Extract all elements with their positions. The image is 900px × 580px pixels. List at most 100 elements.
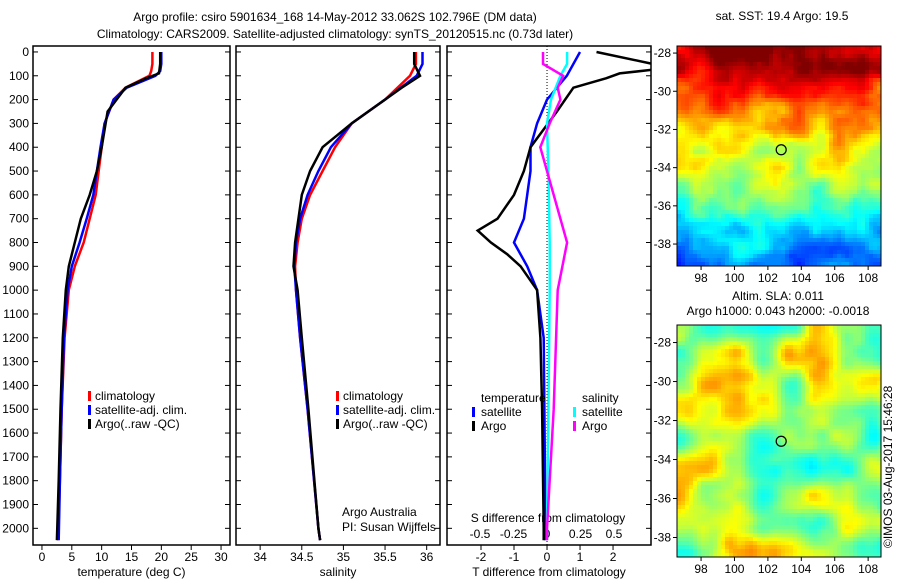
lat-tick-label: -34 xyxy=(654,453,672,467)
y-tick-label: 1600 xyxy=(2,426,29,440)
x-tick-label: -1 xyxy=(509,550,520,564)
x-tick-label: 25 xyxy=(185,550,199,564)
x-tick-label: 2 xyxy=(610,550,617,564)
y-tick-label: 1800 xyxy=(2,474,29,488)
x-tick-label: 30 xyxy=(214,550,228,564)
y-tick-label: 100 xyxy=(9,69,29,83)
sla-map-title-2: Argo h1000: 0.043 h2000: -0.0018 xyxy=(687,304,870,318)
s-tick-label: 0.25 xyxy=(569,527,593,541)
series-line-s-satellite xyxy=(545,52,569,541)
y-tick-label: 2000 xyxy=(2,521,29,535)
y-tick-label: 400 xyxy=(9,140,29,154)
lat-tick-label: -28 xyxy=(654,336,672,350)
series-line-t-satellite xyxy=(512,51,582,541)
legend-swatch xyxy=(336,405,339,415)
x-tick-label: 35 xyxy=(337,550,351,564)
lat-tick-label: -32 xyxy=(654,122,672,136)
x-axis-label: temperature (deg C) xyxy=(77,565,185,579)
y-tick-label: 1200 xyxy=(2,331,29,345)
s-tick-label: 0.5 xyxy=(606,527,623,541)
lat-tick-label: -30 xyxy=(654,375,672,389)
map-frame-sst_map xyxy=(676,45,882,267)
x-tick-label: 1 xyxy=(577,550,584,564)
plot-frame-salinity xyxy=(235,45,441,546)
lon-tick-label: 98 xyxy=(694,562,708,576)
legend-swatch xyxy=(472,421,475,431)
lat-tick-label: -36 xyxy=(654,492,672,506)
lat-tick-label: -32 xyxy=(654,414,672,428)
plot-frame-difference xyxy=(446,45,652,546)
y-tick-label: 1700 xyxy=(2,450,29,464)
y-tick-label: 200 xyxy=(9,93,29,107)
series-line-satellite-adj-clim- xyxy=(57,52,163,541)
plot-frame-temperature xyxy=(32,45,231,546)
legend-swatch xyxy=(573,421,576,431)
x-axis-label: salinity xyxy=(320,565,357,579)
legend-label: Argo xyxy=(481,419,507,433)
lon-tick-label: 102 xyxy=(758,562,778,576)
legend-swatch xyxy=(336,391,339,401)
y-tick-label: 300 xyxy=(9,116,29,130)
legend-label: Argo(..raw -QC) xyxy=(343,417,428,431)
annotation-text: Argo Australia xyxy=(342,505,417,519)
x-tick-label: 36 xyxy=(420,550,434,564)
argo-location-marker xyxy=(775,435,787,447)
y-tick-label: 0 xyxy=(22,45,29,59)
lon-tick-label: 100 xyxy=(724,562,744,576)
lon-tick-label: 108 xyxy=(858,562,878,576)
x-tick-label: 5 xyxy=(68,550,75,564)
x-tick-label: 0 xyxy=(39,550,46,564)
title-line-2: Climatology: CARS2009. Satellite-adjuste… xyxy=(97,27,573,41)
sst-map-image xyxy=(677,46,881,266)
x-tick-label: 34.5 xyxy=(290,550,314,564)
y-tick-label: 500 xyxy=(9,164,29,178)
lat-tick-label: -36 xyxy=(654,199,672,213)
series-line-s-argo xyxy=(538,52,569,541)
y-tick-label: 900 xyxy=(9,259,29,273)
lat-tick-label: -38 xyxy=(654,531,672,545)
s-tick-label: -0.5 xyxy=(470,527,491,541)
sla-map-image xyxy=(677,325,881,557)
y-tick-label: 600 xyxy=(9,188,29,202)
y-tick-label: 1100 xyxy=(3,307,29,321)
lat-tick-label: -28 xyxy=(654,46,672,60)
argo-location-marker xyxy=(775,144,787,156)
legend-swatch xyxy=(88,405,91,415)
x-tick-label: 35.5 xyxy=(373,550,397,564)
x-tick-label: 10 xyxy=(95,550,109,564)
legend-label: Argo(..raw -QC) xyxy=(95,417,180,431)
x-axis-label: T difference from climatology xyxy=(472,565,626,579)
y-tick-label: 700 xyxy=(9,212,29,226)
s-tick-label: -0.25 xyxy=(500,527,528,541)
lat-tick-label: -34 xyxy=(654,161,672,175)
lat-tick-label: -30 xyxy=(654,84,672,98)
lat-tick-label: -38 xyxy=(654,237,672,251)
y-tick-label: 800 xyxy=(9,236,29,250)
legend-swatch xyxy=(88,391,91,401)
y-tick-label: 1900 xyxy=(2,498,29,512)
y-tick-label: 1300 xyxy=(2,355,29,369)
lon-tick-label: 106 xyxy=(825,271,845,285)
lon-tick-label: 100 xyxy=(724,271,744,285)
credit-text: ©IMOS 03-Aug-2017 15:46:28 xyxy=(881,385,895,548)
legend-header-salinity: salinity xyxy=(582,391,619,405)
y-tick-label: 1400 xyxy=(2,378,29,392)
series-line-t-argo xyxy=(475,50,651,541)
legend-label: satellite xyxy=(582,405,623,419)
legend-label: climatology xyxy=(343,389,403,403)
y-tick-label: 1500 xyxy=(2,402,29,416)
legend-swatch xyxy=(88,419,91,429)
legend-swatch xyxy=(336,419,339,429)
x-tick-label: 20 xyxy=(155,550,169,564)
legend-label: satellite-adj. clim. xyxy=(343,403,435,417)
x-tick-label: 0 xyxy=(544,550,551,564)
legend-label: satellite xyxy=(481,405,522,419)
title-line-1: Argo profile: csiro 5901634_168 14-May-2… xyxy=(133,10,537,24)
legend-header-temperature: temperature xyxy=(481,391,546,405)
y-tick-label: 1000 xyxy=(2,283,29,297)
lon-tick-label: 106 xyxy=(825,562,845,576)
legend-label: Argo xyxy=(582,419,608,433)
legend-label: satellite-adj. clim. xyxy=(95,403,187,417)
annotation-text: PI: Susan Wijffels xyxy=(342,520,436,534)
